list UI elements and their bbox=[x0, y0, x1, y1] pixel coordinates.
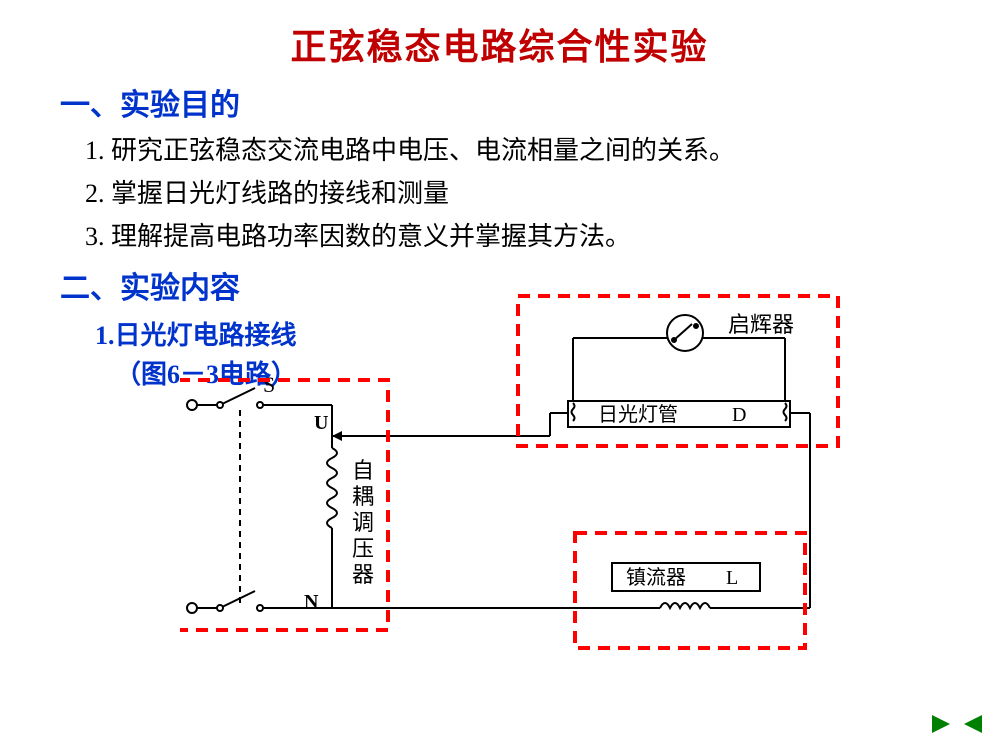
label-tube: 日光灯管 bbox=[598, 403, 678, 426]
label-U: U bbox=[314, 412, 328, 434]
section1-header: 一、实验目的 bbox=[0, 80, 999, 124]
label-S: S bbox=[263, 372, 275, 397]
prev-button[interactable] bbox=[959, 710, 987, 738]
svg-text:耦: 耦 bbox=[352, 484, 374, 509]
svg-text:自: 自 bbox=[352, 458, 374, 483]
svg-text:压: 压 bbox=[352, 536, 374, 561]
triangle-left-icon bbox=[960, 711, 986, 737]
title-text: 正弦稳态电路综合性实验 bbox=[290, 27, 708, 67]
label-tube-D: D bbox=[732, 404, 746, 426]
circuit-diagram: S U N 自 耦 调 压 器 bbox=[180, 288, 970, 688]
nav-buttons bbox=[927, 710, 987, 738]
lamp-block bbox=[480, 315, 810, 608]
triangle-right-icon bbox=[928, 711, 954, 737]
section1-item: 3. 理解提高电路功率因数的意义并掌握其方法。 bbox=[0, 216, 999, 253]
label-starter: 启辉器 bbox=[728, 312, 794, 337]
label-ballast: 镇流器 bbox=[626, 566, 686, 589]
page-title: 正弦稳态电路综合性实验 bbox=[0, 0, 999, 70]
svg-text:器: 器 bbox=[352, 562, 374, 587]
label-autotransformer: 自 耦 调 压 器 bbox=[352, 458, 374, 587]
section1-item: 2. 掌握日光灯线路的接线和测量 bbox=[0, 173, 999, 210]
label-ballast-L: L bbox=[726, 567, 738, 589]
next-button[interactable] bbox=[927, 710, 955, 738]
label-N: N bbox=[304, 591, 319, 613]
section1-item: 1. 研究正弦稳态交流电路中电压、电流相量之间的关系。 bbox=[0, 130, 999, 167]
section1-header-text: 一、实验目的 bbox=[60, 89, 240, 122]
svg-text:调: 调 bbox=[352, 510, 374, 535]
